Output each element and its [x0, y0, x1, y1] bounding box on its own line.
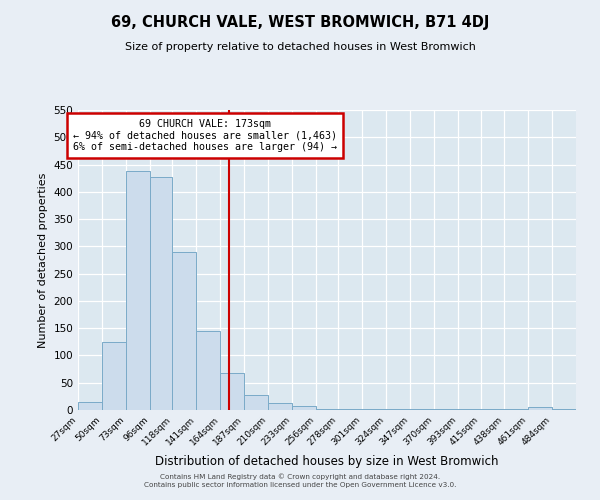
Bar — [172, 252, 196, 410]
Text: Contains HM Land Registry data © Crown copyright and database right 2024.
Contai: Contains HM Land Registry data © Crown c… — [144, 474, 456, 488]
Y-axis label: Number of detached properties: Number of detached properties — [38, 172, 48, 348]
Text: 69, CHURCH VALE, WEST BROMWICH, B71 4DJ: 69, CHURCH VALE, WEST BROMWICH, B71 4DJ — [111, 15, 489, 30]
Bar — [316, 409, 338, 410]
Bar — [338, 409, 362, 410]
Bar — [102, 342, 126, 410]
Bar — [126, 171, 149, 410]
Bar — [220, 374, 244, 410]
Bar — [292, 406, 316, 410]
Bar — [244, 394, 268, 410]
Bar — [149, 176, 172, 410]
Bar — [196, 331, 220, 410]
Bar — [528, 408, 552, 410]
Bar — [268, 403, 292, 410]
Text: Size of property relative to detached houses in West Bromwich: Size of property relative to detached ho… — [125, 42, 475, 52]
Bar — [78, 402, 102, 410]
Text: 69 CHURCH VALE: 173sqm
← 94% of detached houses are smaller (1,463)
6% of semi-d: 69 CHURCH VALE: 173sqm ← 94% of detached… — [73, 119, 337, 152]
X-axis label: Distribution of detached houses by size in West Bromwich: Distribution of detached houses by size … — [155, 456, 499, 468]
